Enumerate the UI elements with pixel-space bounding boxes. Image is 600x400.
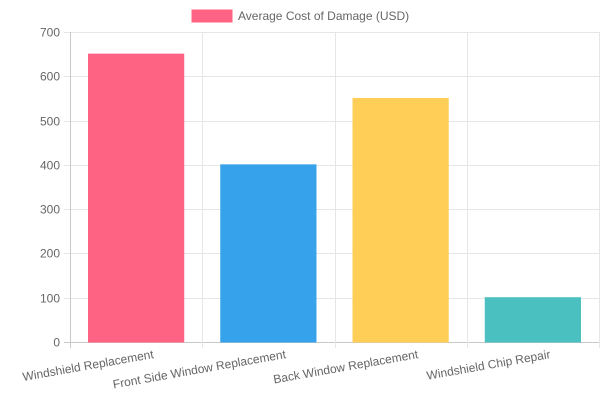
bar[interactable]: [484, 297, 581, 343]
x-tick-label: Windshield Chip Repair: [425, 347, 551, 383]
y-tick-label: 0: [53, 336, 60, 350]
y-tick-label: 400: [40, 159, 60, 173]
bar[interactable]: [352, 97, 449, 343]
bars: [88, 53, 581, 343]
y-tick-label: 100: [40, 292, 60, 306]
legend-swatch: [191, 9, 233, 23]
x-tick-label: Back Window Replacement: [272, 347, 420, 386]
y-tick-label: 600: [40, 70, 60, 84]
bar[interactable]: [220, 164, 317, 343]
legend-label: Average Cost of Damage (USD): [238, 9, 409, 23]
y-tick-label: 700: [40, 26, 60, 40]
legend[interactable]: Average Cost of Damage (USD): [191, 9, 409, 23]
y-tick-label: 200: [40, 247, 60, 261]
y-tick-label: 500: [40, 115, 60, 129]
bar[interactable]: [88, 53, 185, 343]
y-tick-label: 300: [40, 203, 60, 217]
